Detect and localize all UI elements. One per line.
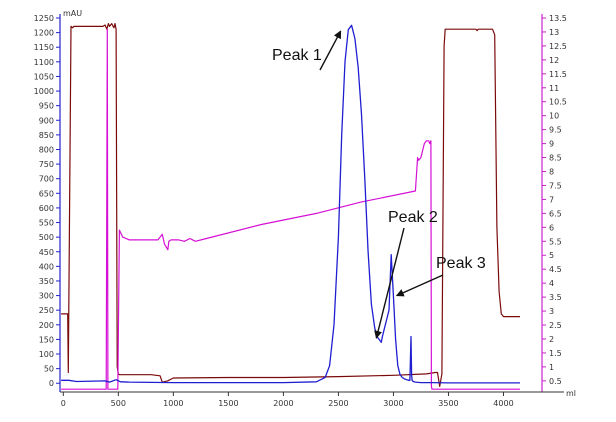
right-y-tick-label: 6.5: [549, 209, 562, 218]
left-y-tick-label: 200: [39, 321, 54, 330]
right-y-tick-label: 8.5: [549, 154, 562, 163]
peak-annotations: Peak 1 Peak 2 Peak 3: [272, 30, 486, 339]
left-y-tick-label: 150: [39, 335, 54, 344]
series-lines: [61, 23, 520, 390]
right-y-tick-label: 0.5: [549, 377, 562, 386]
left-y-tick-label: 1050: [34, 72, 54, 81]
right-y-tick-label: 1.5: [549, 349, 562, 358]
right-y-tick-label: 11: [549, 84, 559, 93]
left-y-tick-label: 950: [39, 102, 54, 111]
right-y-tick-label: 1: [549, 363, 554, 372]
left-y-tick-label: 0: [49, 379, 54, 388]
x-tick-label: 3000: [383, 399, 403, 408]
left-y-tick-label: 1250: [34, 14, 54, 23]
annotation-arrow: [319, 30, 342, 71]
left-y-tick-label: 300: [39, 292, 54, 301]
left-y-tick-label: 50: [44, 365, 54, 374]
x-tick-label: 0: [61, 399, 66, 408]
left-y-tick-label: 400: [39, 262, 54, 271]
right-y-tick-label: 10.5: [549, 98, 567, 107]
left-y-tick-label: 100: [39, 350, 54, 359]
annotation-label: Peak 2: [388, 209, 438, 226]
x-tick-label: 4000: [493, 399, 513, 408]
right-y-tick-label: 7: [549, 195, 554, 204]
left-y-tick-label: 800: [39, 145, 54, 154]
right-y-tick-label: 12: [549, 56, 559, 65]
right-y-tick-label: 2: [549, 335, 554, 344]
right-y-tick-label: 3.5: [549, 293, 562, 302]
right-y-tick-label: 12.5: [549, 42, 567, 51]
series-line-concentration: [61, 28, 520, 390]
left-y-ticks: 0 50 100 150 200 250 300 350 400 450 500 550 600 650 7…: [34, 14, 60, 388]
right-y-tick-label: 7.5: [549, 181, 562, 190]
axes-group: mAU ml: [59, 9, 576, 398]
left-y-tick-label: 650: [39, 189, 54, 198]
left-y-tick-label: 550: [39, 219, 54, 228]
left-y-tick-label: 450: [39, 248, 54, 257]
x-tick-label: 2000: [273, 399, 293, 408]
right-y-ticks: 0.511.522.533.544.555.566.577.588.599.51…: [542, 14, 567, 386]
right-y-tick-label: 13.5: [549, 14, 567, 23]
right-y-tick-label: 9: [549, 140, 554, 149]
series-line-uv: [61, 24, 520, 384]
right-y-tick-label: 9.5: [549, 126, 562, 135]
right-y-tick-label: 2.5: [549, 321, 562, 330]
right-y-tick-label: 4: [549, 279, 554, 288]
left-y-tick-label: 500: [39, 233, 54, 242]
x-tick-label: 3500: [438, 399, 458, 408]
right-y-tick-label: 11.5: [549, 70, 567, 79]
right-y-tick-label: 4.5: [549, 265, 562, 274]
left-y-tick-label: 850: [39, 131, 54, 140]
left-y-tick-label: 900: [39, 116, 54, 125]
left-y-tick-label: 1200: [34, 29, 54, 38]
right-y-tick-label: 8: [549, 168, 554, 177]
left-y-tick-label: 1150: [34, 43, 54, 52]
right-y-tick-label: 6: [549, 223, 554, 232]
series-line-conductivity: [61, 23, 520, 387]
x-tick-label: 1500: [218, 399, 238, 408]
left-y-tick-label: 750: [39, 160, 54, 169]
x-ticks: 0 500 1000 1500 2000 2500 3000 3500 4000: [61, 392, 514, 408]
right-y-tick-label: 5: [549, 251, 554, 260]
left-y-unit-label: mAU: [63, 9, 82, 18]
right-y-tick-label: 10: [549, 112, 559, 121]
annotation-arrow: [395, 274, 444, 297]
x-unit-label: ml: [566, 389, 576, 398]
right-y-tick-label: 5.5: [549, 237, 562, 246]
x-tick-label: 1000: [163, 399, 183, 408]
left-y-tick-label: 700: [39, 175, 54, 184]
x-tick-label: 2500: [328, 399, 348, 408]
left-y-tick-label: 600: [39, 204, 54, 213]
annotation-label: Peak 1: [272, 47, 322, 64]
left-y-tick-label: 350: [39, 277, 54, 286]
right-y-tick-label: 3: [549, 307, 554, 316]
x-tick-label: 500: [111, 399, 126, 408]
left-y-tick-label: 1100: [34, 58, 54, 67]
annotation-label: Peak 3: [436, 255, 486, 272]
left-y-tick-label: 250: [39, 306, 54, 315]
annotation-arrow: [374, 227, 405, 339]
left-y-tick-label: 1000: [34, 87, 54, 96]
right-y-tick-label: 13: [549, 28, 559, 37]
